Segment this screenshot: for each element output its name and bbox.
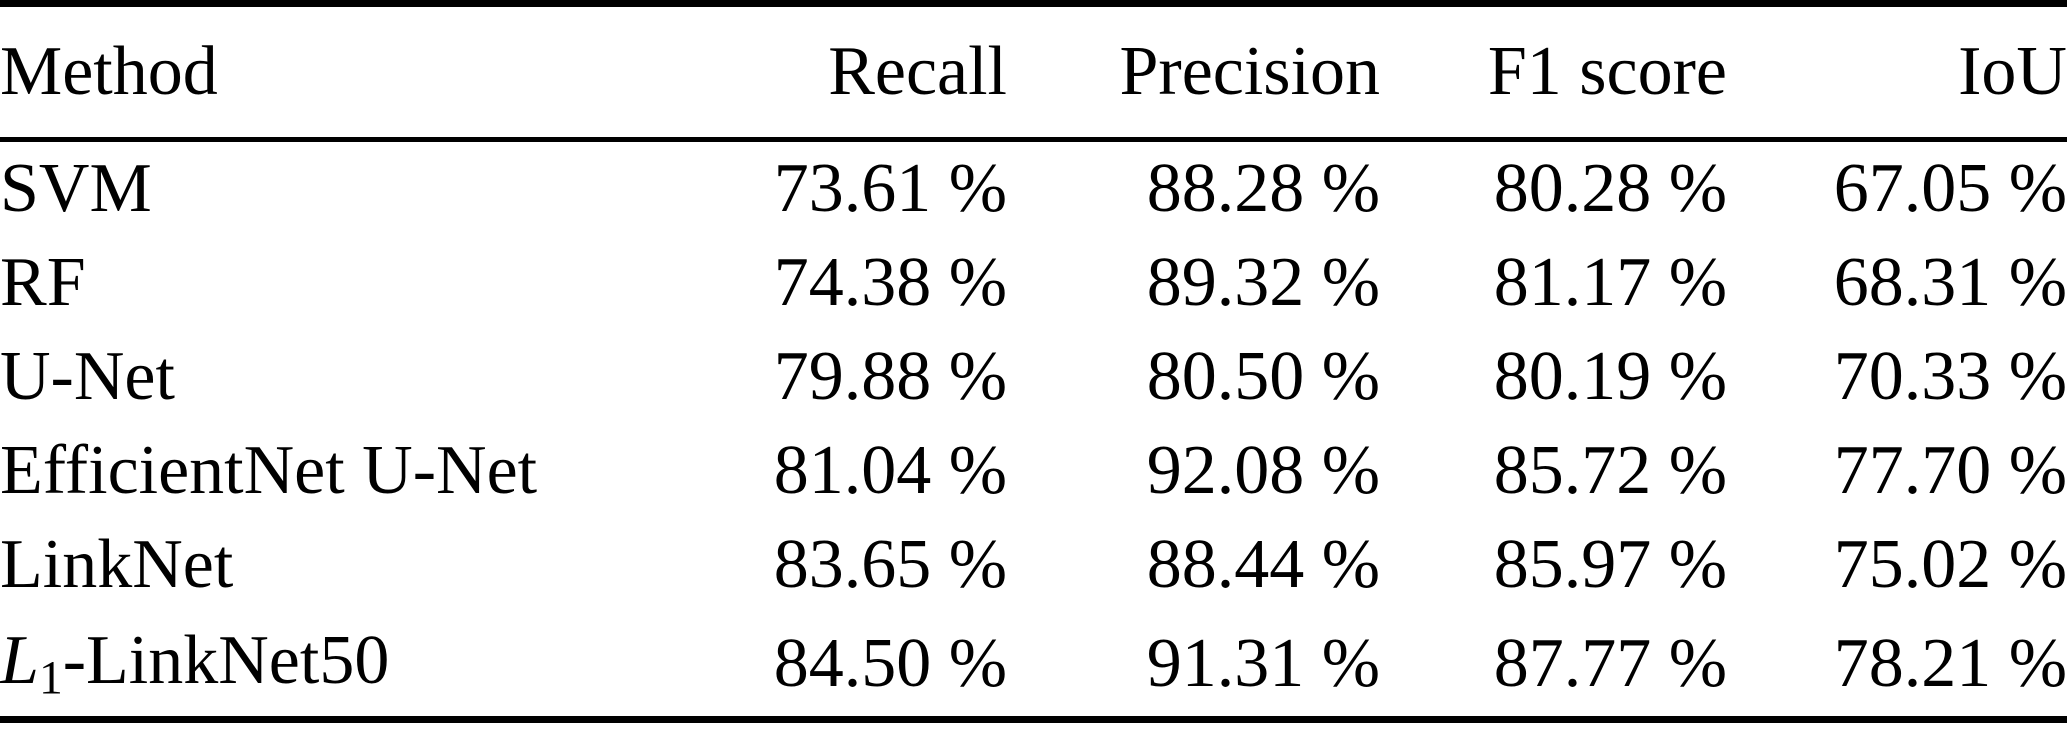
method-cell: L1-LinkNet50 bbox=[0, 612, 650, 716]
value-cell: 81.17 % bbox=[1493, 244, 1727, 322]
method-text: SVM bbox=[0, 150, 152, 228]
method-text: -LinkNet50 bbox=[62, 621, 390, 699]
value-cell: 80.28 % bbox=[1493, 150, 1727, 228]
value-cell: 83.65 % bbox=[773, 526, 1007, 604]
table-row: SVM 73.61 % 88.28 % 80.28 % 67.05 % bbox=[0, 142, 2067, 236]
method-cell: RF bbox=[0, 236, 650, 330]
table-bottom-rule bbox=[0, 716, 2067, 723]
value-cell: 84.50 % bbox=[773, 625, 1007, 703]
table-row: U-Net 79.88 % 80.50 % 80.19 % 70.33 % bbox=[0, 330, 2067, 424]
value-cell: 88.44 % bbox=[1146, 526, 1380, 604]
table-body-table: SVM 73.61 % 88.28 % 80.28 % 67.05 % RF 74.38 %… bbox=[0, 142, 2067, 716]
table-row: RF 74.38 % 89.32 % 81.17 % 68.31 % bbox=[0, 236, 2067, 330]
col-header-precision: Precision bbox=[1119, 33, 1380, 110]
value-cell: 91.31 % bbox=[1146, 625, 1380, 703]
method-text: EfficientNet U-Net bbox=[0, 432, 538, 510]
col-header-recall: Recall bbox=[828, 33, 1007, 110]
value-cell: 70.33 % bbox=[1833, 338, 2067, 416]
value-cell: 74.38 % bbox=[773, 244, 1007, 322]
value-cell: 80.19 % bbox=[1493, 338, 1727, 416]
method-cell: EfficientNet U-Net bbox=[0, 424, 650, 518]
table-top-rule bbox=[0, 0, 2067, 7]
value-cell: 67.05 % bbox=[1833, 150, 2067, 228]
value-cell: 68.31 % bbox=[1833, 244, 2067, 322]
value-cell: 78.21 % bbox=[1833, 625, 2067, 703]
value-cell: 75.02 % bbox=[1833, 526, 2067, 604]
value-cell: 79.88 % bbox=[773, 338, 1007, 416]
value-cell: 85.72 % bbox=[1493, 432, 1727, 510]
value-cell: 92.08 % bbox=[1146, 432, 1380, 510]
method-text: RF bbox=[0, 244, 86, 322]
value-cell: 87.77 % bbox=[1493, 625, 1727, 703]
value-cell: 80.50 % bbox=[1146, 338, 1380, 416]
col-header-iou: IoU bbox=[1958, 33, 2067, 110]
table-row: L1-LinkNet50 84.50 % 91.31 % 87.77 % 78.21 % bbox=[0, 612, 2067, 716]
method-cell: SVM bbox=[0, 142, 650, 236]
table-header: Method Recall Precision F1 score IoU bbox=[0, 7, 2067, 137]
method-cell: U-Net bbox=[0, 330, 650, 424]
col-header-method: Method bbox=[0, 33, 218, 110]
table-header-rule bbox=[0, 137, 2067, 142]
value-cell: 85.97 % bbox=[1493, 526, 1727, 604]
table-row: EfficientNet U-Net 81.04 % 92.08 % 85.72 % 7… bbox=[0, 424, 2067, 518]
method-cell: LinkNet bbox=[0, 518, 650, 612]
value-cell: 73.61 % bbox=[773, 150, 1007, 228]
method-text: U-Net bbox=[0, 338, 175, 416]
col-header-f1-score: F1 score bbox=[1487, 33, 1727, 110]
table-body: SVM 73.61 % 88.28 % 80.28 % 67.05 % RF 74.38 %… bbox=[0, 142, 2067, 716]
value-cell: 77.70 % bbox=[1833, 432, 2067, 510]
method-text: LinkNet bbox=[0, 526, 234, 604]
value-cell: 88.28 % bbox=[1146, 150, 1380, 228]
header-row: Method Recall Precision F1 score IoU bbox=[0, 7, 2067, 137]
value-cell: 89.32 % bbox=[1146, 244, 1380, 322]
value-cell: 81.04 % bbox=[773, 432, 1007, 510]
method-text: L bbox=[0, 621, 39, 699]
method-subscript: 1 bbox=[38, 652, 63, 705]
table-row: LinkNet 83.65 % 88.44 % 85.97 % 75.02 % bbox=[0, 518, 2067, 612]
